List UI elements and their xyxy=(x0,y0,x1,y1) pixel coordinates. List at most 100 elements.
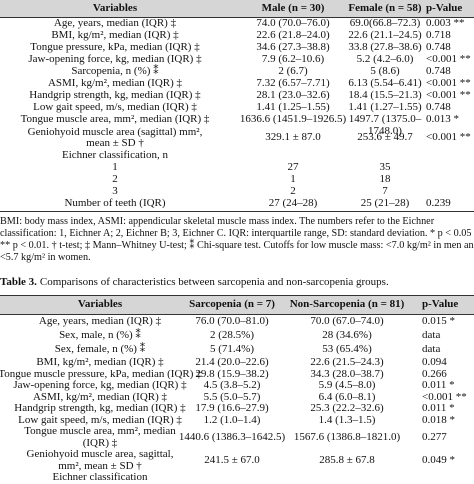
cell: 1 xyxy=(112,161,118,174)
cell: 4.5 (3.8–5.2) xyxy=(203,379,261,391)
cell: 17.9 (16.6–27.9) xyxy=(195,402,269,414)
cell: 34.6 (27.3–38.8) xyxy=(256,41,330,54)
table-rule xyxy=(0,17,474,18)
cell: 0.011 * xyxy=(422,402,455,414)
cell: ASMI, kg/m², median (IQR) ‡ xyxy=(47,77,183,90)
cell: <0.001 ** xyxy=(426,131,471,144)
cell: 2 (28.5%) xyxy=(210,329,254,342)
header-cell: p-Value xyxy=(426,1,463,14)
cell: 0.239 xyxy=(426,197,451,210)
cell: 7.9 (6.2–10.6) xyxy=(261,53,325,66)
cell: 29.8 (15.9–38.2) xyxy=(195,367,269,380)
cell: 35 xyxy=(379,161,391,174)
cell: Tongue muscle area, mm², median (IQR) ‡ xyxy=(24,425,176,449)
cell: 285.8 ± 67.8 xyxy=(319,453,375,466)
cell: 0.003 ** xyxy=(426,17,465,30)
cell: 27 (24–28) xyxy=(268,197,318,210)
cell: 5.9 (4.5–8.0) xyxy=(318,379,376,391)
cell: <0.001 ** xyxy=(422,390,467,403)
cell: 34.3 (28.0–38.7) xyxy=(310,367,384,380)
cell: 74.0 (70.0–76.0) xyxy=(256,17,330,30)
cell: 0.018 * xyxy=(422,413,455,426)
cell: 7 xyxy=(382,185,388,198)
cell: 1497.7 (1375.0–1748.0) xyxy=(348,113,422,137)
footnote-line: <5.7 kg/m² in women. xyxy=(0,252,91,263)
cell: 1 xyxy=(290,173,296,186)
cell: BMI, kg/m², median (IQR) ‡ xyxy=(51,29,179,42)
header-cell: Non-Sarcopenia (n = 81) xyxy=(289,298,405,310)
header-cell: Variables xyxy=(92,1,138,14)
cell: 0.277 xyxy=(422,430,447,443)
cell: 28.1 (23.0–32.6) xyxy=(256,89,330,102)
cell: Age, years, median (IQR) ‡ xyxy=(53,17,177,30)
caption: Table 3. Comparisons of characteristics b… xyxy=(0,276,389,288)
cell: Tongue muscle pressure, kPa, median (IQR… xyxy=(0,367,202,380)
cell: 0.013 * xyxy=(426,113,459,126)
cell: Handgrip strength, kg, median (IQR) ‡ xyxy=(29,89,201,102)
cell: 0.748 xyxy=(426,65,451,78)
cell: 22.6 (21.5–24.3) xyxy=(310,356,384,368)
cell: 241.5 ± 67.0 xyxy=(204,453,260,466)
cell: 5 (8.6) xyxy=(370,65,400,78)
cell: 6.4 (6.0–8.1) xyxy=(318,390,376,403)
cell: <0.001 ** xyxy=(426,53,471,66)
cell: 3 xyxy=(112,185,118,198)
cell: 0.015 * xyxy=(422,315,455,328)
header-cell: Variables xyxy=(77,298,123,310)
header-cell: Female (n = 58) xyxy=(348,1,422,14)
cell: BMI, kg/m², median (IQR) ‡ xyxy=(36,356,164,368)
cell: Sex, male, n (%) ⁑ xyxy=(59,329,141,342)
cell: 25 (21–28) xyxy=(360,197,410,210)
cell: 27 xyxy=(287,161,299,174)
cell: Age, years, median (IQR) ‡ xyxy=(38,315,162,328)
caption-label: Table 3. xyxy=(0,276,37,288)
cell: 69.0(66.8–72.3) xyxy=(349,17,421,30)
cell: data xyxy=(422,343,441,356)
cell: 1.41 (1.27–1.55) xyxy=(348,101,422,114)
cell: 1636.6 (1451.9–1926.5) xyxy=(239,113,347,126)
cell: 1.41 (1.25–1.55) xyxy=(256,101,330,114)
cell: Geniohyoid muscle area (sagittal) mm², m… xyxy=(27,125,203,149)
cell: 28 (34.6%) xyxy=(322,329,372,342)
cell: 76.0 (70.0–81.0) xyxy=(195,315,269,328)
cell: 0.748 xyxy=(426,41,451,54)
footnote-line: classification: 1, Eichner A; 2, Eichner… xyxy=(0,228,472,239)
cell: 5.5 (5.0–5.7) xyxy=(203,390,261,403)
cell: Sex, female, n (%) ⁑ xyxy=(54,343,146,356)
cell: 0.011 * xyxy=(422,379,455,391)
header-cell: Male (n = 30) xyxy=(261,1,325,14)
cell: Low gait speed, m/s, median (IQR) ‡ xyxy=(18,413,182,426)
cell: <0.001 ** xyxy=(426,77,471,90)
cell: 2 (6.7) xyxy=(278,65,308,78)
caption-text: Comparisons of characteristics between s… xyxy=(39,276,389,288)
header-bg xyxy=(0,296,474,314)
cell: 25.3 (22.2–32.6) xyxy=(310,402,384,414)
cell: Handgrip strength, kg, median (IQR) ‡ xyxy=(14,402,186,414)
cell: Eichner classification xyxy=(52,471,148,483)
cell: Geniohyoid muscle area, sagittal, mm², m… xyxy=(26,448,174,472)
cell: Number of teeth (IQR) xyxy=(64,197,166,210)
cell: 1567.6 (1386.8–1821.0) xyxy=(293,430,401,443)
cell: 33.8 (27.8–38.6) xyxy=(348,41,422,54)
cell: 18.4 (15.5–21.3) xyxy=(348,89,422,102)
cell: 7.32 (6.57–7.71) xyxy=(256,77,330,90)
cell: 53 (65.4%) xyxy=(322,343,372,356)
cell: Tongue muscle area, mm², median (IQR) ‡ xyxy=(20,113,210,126)
cell: 1.2 (1.0–1.4) xyxy=(203,413,261,426)
cell: 0.049 * xyxy=(422,453,455,466)
cell: 1.4 (1.3–1.5) xyxy=(318,413,376,426)
cell: 0.748 xyxy=(426,101,451,114)
cell: ASMI, kg/m², median (IQR) ‡ xyxy=(32,390,168,403)
cell: 5.2 (4.2–6.0) xyxy=(356,53,414,66)
cell: Jaw-opening force, kg, median (IQR) ‡ xyxy=(28,53,202,66)
cell: Eichner classification, n xyxy=(62,149,168,162)
cell: <0.001 ** xyxy=(426,89,471,102)
header-cell: p-Value xyxy=(422,298,459,310)
cell: 329.1 ± 87.0 xyxy=(265,131,321,144)
cell: Low gait speed, m/s, median (IQR) ‡ xyxy=(33,101,197,114)
cell: 1440.6 (1386.3–1642.5) xyxy=(178,430,286,443)
cell: 0.094 xyxy=(422,356,447,368)
header-bg xyxy=(0,0,474,17)
cell: 22.6 (21.1–24.5) xyxy=(348,29,422,42)
cell: 18 xyxy=(379,173,391,186)
